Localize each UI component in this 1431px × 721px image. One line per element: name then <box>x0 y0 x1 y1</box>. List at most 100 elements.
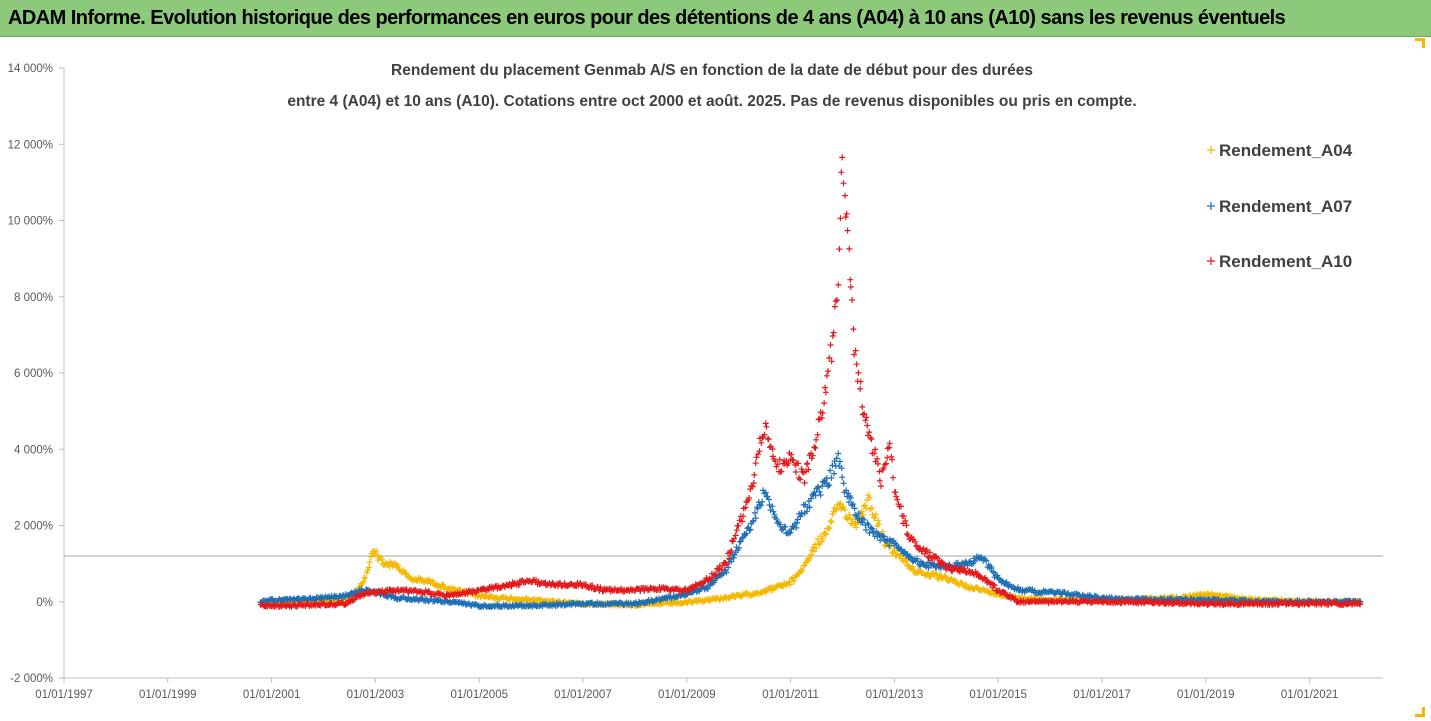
data-point <box>818 538 825 545</box>
data-point <box>819 410 826 417</box>
data-point <box>917 544 923 551</box>
data-point <box>792 469 799 475</box>
data-point <box>852 347 859 354</box>
data-point <box>884 445 891 452</box>
chart-area: -2 000% 0% 2 000% 4 000% 6 000% 8 000% 10 000%… <box>0 38 1431 721</box>
data-point <box>706 575 713 582</box>
data-point <box>852 512 859 518</box>
data-point <box>906 562 913 569</box>
data-point <box>811 548 818 555</box>
data-point <box>832 298 839 305</box>
data-point <box>778 526 785 533</box>
data-point <box>740 513 747 520</box>
data-point <box>824 483 831 490</box>
data-point <box>927 573 934 580</box>
data-point <box>762 420 769 427</box>
data-point <box>872 446 879 453</box>
corner-mark-bottom-right-v <box>1422 707 1425 717</box>
data-point <box>876 477 883 484</box>
data-point <box>746 495 752 501</box>
data-point <box>862 502 868 509</box>
data-point <box>814 536 821 543</box>
data-point <box>732 532 739 539</box>
data-point <box>850 326 857 333</box>
x-tick-label: 01/01/1997 <box>35 689 93 701</box>
data-point <box>759 434 766 441</box>
data-point <box>762 489 769 496</box>
data-point <box>747 526 754 533</box>
data-point <box>849 516 856 523</box>
data-point <box>863 526 869 533</box>
y-tick-label: 2 000% <box>14 521 53 533</box>
data-point <box>912 538 919 545</box>
data-point <box>855 369 862 376</box>
data-point <box>906 553 913 560</box>
data-point <box>1012 595 1019 602</box>
data-point <box>589 582 596 589</box>
x-tick-label: 01/01/2007 <box>554 689 612 701</box>
data-point <box>831 470 838 477</box>
data-point <box>876 468 883 475</box>
data-point <box>817 492 824 498</box>
data-point <box>765 436 772 443</box>
data-point <box>516 581 522 588</box>
chart-title-line-2: entre 4 (A04) et 10 ans (A10). Cotations… <box>287 93 1136 110</box>
data-point <box>766 502 773 508</box>
data-point <box>806 504 813 511</box>
data-point <box>857 385 864 392</box>
data-point <box>846 499 852 506</box>
data-point <box>965 584 972 591</box>
data-point <box>875 517 882 524</box>
data-point <box>750 480 757 486</box>
data-point <box>723 561 730 568</box>
data-point <box>798 466 805 472</box>
data-point <box>726 555 733 562</box>
data-point <box>886 440 893 447</box>
data-point <box>803 508 810 515</box>
data-point <box>752 515 759 522</box>
axes: -2 000% 0% 2 000% 4 000% 6 000% 8 000% 10 000%… <box>8 63 1383 701</box>
data-point <box>828 475 835 481</box>
data-point <box>802 559 809 566</box>
data-point <box>812 492 819 499</box>
data-point <box>859 508 865 515</box>
data-point <box>859 403 866 410</box>
data-point <box>749 483 756 490</box>
data-point <box>743 530 750 537</box>
y-tick-label: 10 000% <box>8 216 53 228</box>
x-tick-label: 01/01/2009 <box>658 689 716 701</box>
data-point <box>349 597 356 604</box>
report-title: ADAM Informe. Evolution historique des p… <box>8 7 1286 29</box>
x-tick-label: 01/01/2005 <box>450 689 508 701</box>
y-tick-label: 8 000% <box>14 292 53 304</box>
data-point <box>776 456 783 463</box>
data-point <box>840 180 847 187</box>
data-point <box>859 411 866 418</box>
data-point <box>846 245 853 252</box>
corner-mark-bottom-right <box>1415 714 1425 717</box>
data-point <box>866 429 873 436</box>
data-point <box>850 501 857 508</box>
data-point <box>736 544 742 551</box>
data-point <box>868 505 875 512</box>
corner-mark-top-right-v <box>1422 38 1425 48</box>
data-point <box>871 514 878 521</box>
data-point <box>815 540 822 547</box>
data-point <box>819 483 826 490</box>
data-point <box>929 557 936 564</box>
data-point <box>778 468 785 475</box>
data-point <box>926 549 933 556</box>
data-point <box>1357 601 1364 608</box>
x-tick-label: 01/01/1999 <box>139 689 197 701</box>
legend-label: Rendement_A04 <box>1219 141 1353 160</box>
data-point <box>821 400 828 407</box>
data-point <box>830 329 837 336</box>
chart-title-line-1: Rendement du placement Genmab A/S en fon… <box>391 62 1033 79</box>
data-point <box>861 410 868 417</box>
data-point <box>903 531 910 537</box>
data-point <box>822 531 829 538</box>
legend-item: Rendement_A07 <box>1207 197 1352 216</box>
data-point <box>362 575 369 582</box>
data-point <box>751 471 758 478</box>
data-point <box>869 525 875 532</box>
